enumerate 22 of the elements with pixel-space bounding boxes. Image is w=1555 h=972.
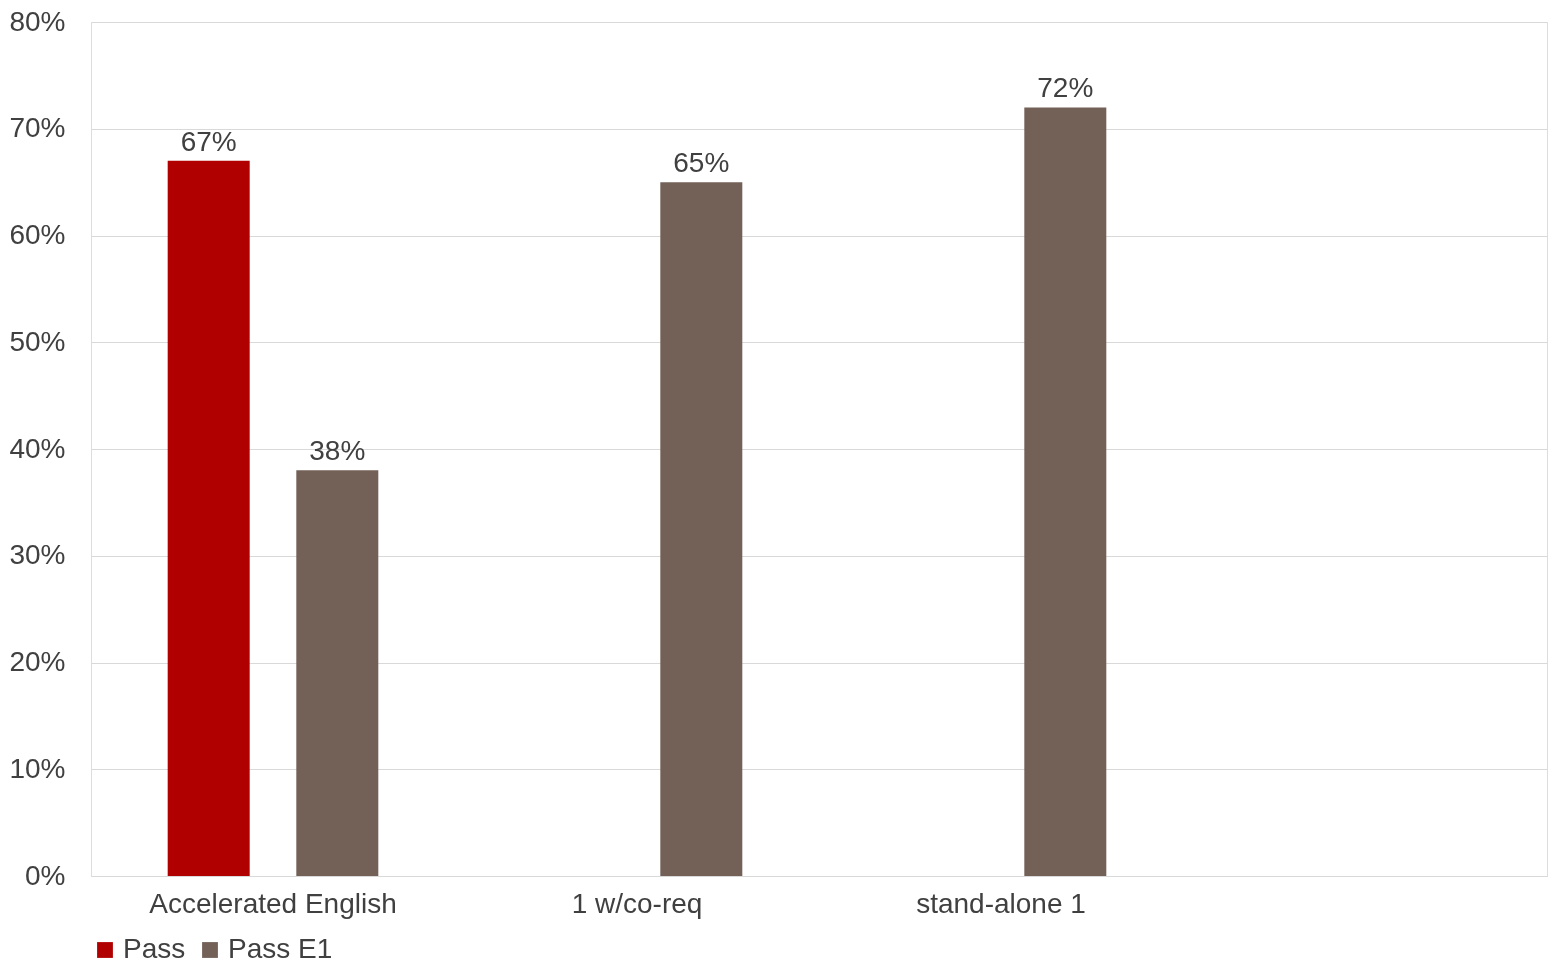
y-tick-label: 20% [9,646,66,677]
y-tick-label: 0% [25,859,66,891]
y-tick-label: 70% [9,112,66,144]
y-tick-label: 40% [9,432,66,464]
text: 67% [180,125,237,157]
y-tick-label: 30% [9,539,66,571]
bar [1024,107,1107,876]
text: 38% [309,435,366,467]
y-tick-label: 50% [9,325,66,357]
legend-label: Pass [123,933,186,964]
y-tick-label: 80% [9,5,66,37]
x-tick-label: stand-alone 1 [916,887,1086,919]
x-tick-label: 1 w/co-req [571,887,703,919]
bar [660,182,743,876]
x-tick-label: Accelerated English [149,887,397,919]
y-tick-label: 10% [9,752,66,784]
y-tick-label: 60% [9,219,66,250]
bar [296,470,379,876]
bar [167,160,250,876]
text: 72% [1037,72,1094,104]
text: 65% [673,147,730,179]
legend-label: Pass E1 [228,933,333,964]
